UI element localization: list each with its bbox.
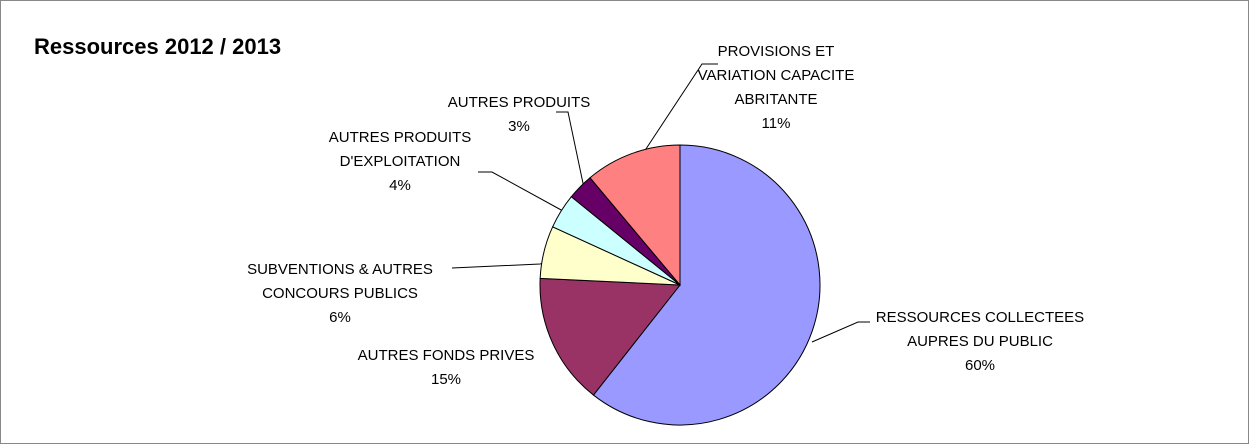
pie-slice (589, 144, 681, 287)
leader-line (478, 171, 564, 212)
category-label: PROVISIONS ET VARIATION CAPACITE ABRITAN… (697, 43, 855, 108)
leader-line (556, 111, 585, 189)
value-label: 6% (329, 309, 351, 326)
category-label: AUTRES FONDS PRIVES (357, 347, 535, 364)
value-label: 11% (761, 115, 791, 132)
pie-slice (592, 144, 821, 426)
slice-label: AUTRES PRODUITS 3% (439, 91, 599, 139)
slice-label: AUTRES FONDS PRIVES 15% (336, 344, 556, 392)
category-label: SUBVENTIONS & AUTRES CONCOURS PUBLICS (247, 261, 433, 302)
leader-line (811, 321, 870, 343)
value-label: 4% (389, 177, 411, 194)
chart-title: Ressources 2012 / 2013 (34, 34, 282, 59)
slice-label: SUBVENTIONS & AUTRES CONCOURS PUBLICS 6% (220, 258, 460, 330)
category-label: AUTRES PRODUITS D'EXPLOITATION (328, 129, 472, 170)
category-label: AUTRES PRODUITS (447, 94, 591, 111)
slice-label: RESSOURCES COLLECTEES AUPRES DU PUBLIC 60… (860, 306, 1100, 378)
pie-slice (539, 277, 681, 396)
slice-label: PROVISIONS ET VARIATION CAPACITE ABRITAN… (681, 40, 871, 136)
slice-label: AUTRES PRODUITS D'EXPLOITATION 4% (320, 126, 480, 198)
category-label: RESSOURCES COLLECTEES AUPRES DU PUBLIC (875, 309, 1085, 350)
leader-line (639, 63, 718, 159)
value-label: 3% (508, 118, 530, 135)
value-label: 15% (430, 371, 462, 388)
value-label: 60% (964, 357, 996, 374)
